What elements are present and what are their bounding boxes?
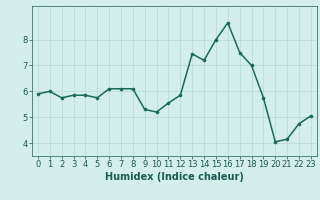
- X-axis label: Humidex (Indice chaleur): Humidex (Indice chaleur): [105, 172, 244, 182]
